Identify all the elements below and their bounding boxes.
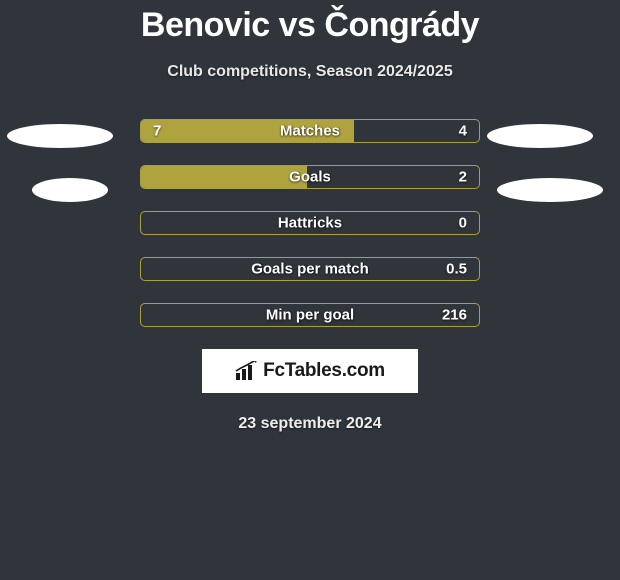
- stats-chart: 7 Matches 4 Goals 2 Hattricks 0 Goals pe…: [140, 119, 480, 327]
- logo-text: FcTables.com: [263, 360, 385, 382]
- stat-value-right: 0.5: [446, 261, 467, 278]
- stat-label: Min per goal: [266, 307, 354, 324]
- stat-label: Hattricks: [278, 215, 342, 232]
- vs-separator: vs: [279, 6, 316, 44]
- fctables-logo[interactable]: FcTables.com: [202, 349, 418, 393]
- team-logo-placeholder: [487, 124, 593, 148]
- stat-label: Matches: [280, 123, 340, 140]
- stat-bar: Goals per match 0.5: [140, 257, 480, 281]
- player2-name: Čongrády: [324, 6, 479, 44]
- date-footer: 23 september 2024: [0, 415, 620, 433]
- stat-label: Goals per match: [251, 261, 369, 278]
- team-logo-placeholder: [32, 178, 108, 202]
- comparison-title: Benovic vs Čongrády: [0, 0, 620, 45]
- stat-label: Goals: [289, 169, 331, 186]
- team-logo-placeholder: [497, 178, 603, 202]
- team-logo-placeholder: [7, 124, 113, 148]
- stat-value-right: 2: [459, 169, 467, 186]
- stat-value-right: 0: [459, 215, 467, 232]
- stat-bar: Goals 2: [140, 165, 480, 189]
- logo-inner: FcTables.com: [235, 360, 385, 382]
- stat-value-right: 4: [459, 123, 467, 140]
- bar-chart-icon: [235, 361, 259, 381]
- stat-value-left: 7: [153, 123, 161, 140]
- subtitle: Club competitions, Season 2024/2025: [0, 63, 620, 81]
- stat-bar: 7 Matches 4: [140, 119, 480, 143]
- player1-name: Benovic: [141, 6, 270, 44]
- stat-bar-fill: [141, 166, 307, 188]
- stat-value-right: 216: [442, 307, 467, 324]
- stat-bar: Min per goal 216: [140, 303, 480, 327]
- stat-bar: Hattricks 0: [140, 211, 480, 235]
